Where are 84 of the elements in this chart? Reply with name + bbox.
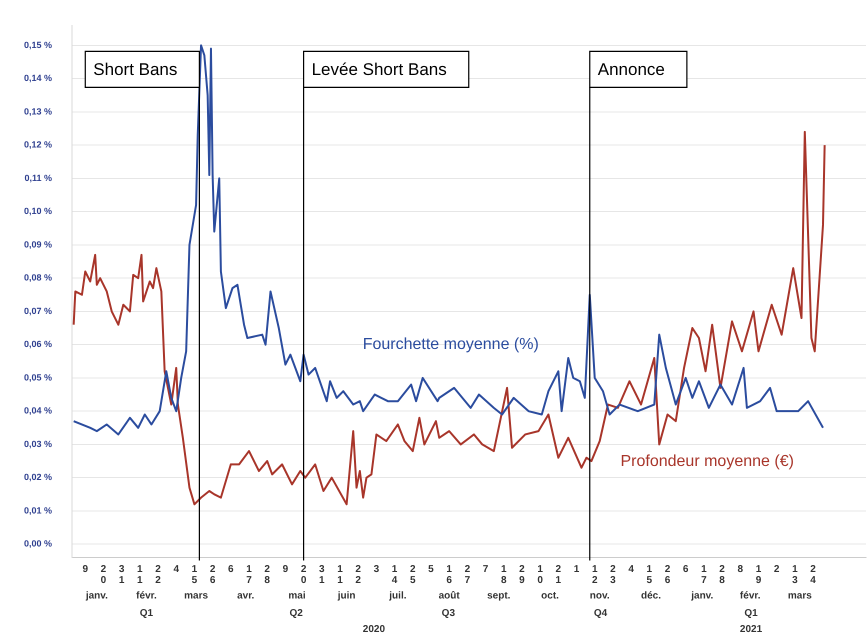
x-tick-label: 4 — [173, 564, 180, 575]
y-tick-label: 0,12 % — [24, 140, 52, 150]
y-tick-label: 0,14 % — [24, 73, 52, 84]
x2-tick-label: déc. — [640, 590, 662, 602]
ref-line-label: Short Bans — [93, 60, 178, 80]
y-tick-label: 0,01 % — [24, 505, 52, 516]
text: 2021 — [740, 624, 763, 635]
x-tick-label: 1 — [574, 564, 580, 575]
x-tick-label: 26 — [210, 564, 216, 586]
series-label: Profondeur moyenne (€) — [620, 453, 794, 470]
x-tick-label: 9 — [282, 564, 289, 575]
x2-tick-label: nov. — [590, 590, 610, 602]
x2-tick-label: juil. — [388, 590, 407, 602]
x-tick-label: 3 — [374, 564, 380, 575]
x-tick-label: 24 — [810, 564, 816, 586]
x-tick-label: 19 — [756, 564, 762, 586]
x-tick-label: 12 — [592, 564, 598, 586]
x-tick-label: 16 — [446, 564, 452, 586]
x2-tick-label: oct. — [541, 590, 560, 602]
y-tick-label: 0,07 % — [24, 306, 52, 316]
x-tick-label: 13 — [792, 564, 798, 586]
x2-tick-label: juin — [336, 590, 356, 602]
x2-tick-label: janv. — [690, 590, 714, 602]
x-tick-label: 14 — [392, 564, 398, 586]
y-tick-label: 0,06 % — [24, 339, 52, 350]
x2-tick-label: mars — [184, 590, 208, 602]
x2-tick-label: avr. — [237, 590, 255, 602]
x-tick-label: 11 — [137, 564, 144, 586]
y-tick-label: 0,00 % — [24, 538, 52, 549]
x-tick-label: 28 — [719, 564, 726, 586]
x-tick-label: 21 — [556, 564, 562, 586]
y-tick-label: 0,03 % — [24, 438, 52, 449]
y-tick-label: 0,04 % — [24, 406, 52, 416]
x-tick-label: 22 — [155, 564, 162, 586]
x-tick-label: 6 — [228, 564, 234, 575]
x-tick-label: 10 — [537, 564, 544, 586]
x2-tick-label: févr. — [136, 590, 157, 602]
x-tick-label: 22 — [355, 564, 362, 586]
x-tick-label: 23 — [610, 564, 616, 586]
x-tick-label: 31 — [319, 564, 326, 586]
x-tick-label: 8 — [738, 564, 744, 575]
x-tick-label: 2 — [774, 564, 780, 575]
x2-tick-label: janv. — [84, 590, 108, 602]
x2-tick-label: févr. — [740, 590, 761, 602]
x-tick-label: 6 — [682, 564, 689, 575]
text: 2020 — [362, 624, 386, 635]
x-tick-label: 11 — [337, 564, 344, 586]
x-tick-label: 7 — [482, 564, 489, 575]
text: Q4 — [594, 608, 608, 619]
y-tick-label: 0,08 % — [24, 272, 52, 283]
x-tick-label: 31 — [118, 564, 125, 586]
x-tick-label: 9 — [82, 564, 88, 575]
y-tick-label: 0,09 % — [24, 239, 52, 250]
x-tick-label: 27 — [464, 564, 471, 586]
ref-line-label: Annonce — [598, 60, 665, 80]
x-tick-label: 17 — [246, 564, 252, 586]
y-tick-label: 0,10 % — [24, 206, 52, 216]
x-tick-label: 20 — [300, 564, 307, 586]
x-tick-label: 26 — [664, 564, 671, 586]
x2-tick-label: mai — [288, 590, 306, 602]
series-label: Fourchette moyenne (%) — [362, 336, 539, 354]
ref-line-label: Levée Short Bans — [312, 60, 447, 80]
x2-tick-label: sept. — [487, 590, 511, 602]
x-tick-label: 17 — [701, 564, 708, 586]
y-tick-label: 0,05 % — [24, 372, 52, 382]
x2-tick-label: août — [438, 590, 460, 602]
x-tick-label: 29 — [519, 564, 526, 586]
x-tick-label: 25 — [410, 564, 416, 586]
text: Q1 — [744, 608, 758, 619]
text: Q3 — [442, 608, 456, 619]
x-tick-label: 4 — [628, 564, 634, 575]
x-tick-label: 28 — [264, 564, 270, 586]
x-tick-label: 5 — [428, 564, 434, 575]
text: Q2 — [289, 608, 304, 619]
x2-tick-label: mars — [788, 590, 812, 602]
x-tick-label: 15 — [646, 564, 653, 586]
y-tick-label: 0,15 % — [24, 40, 52, 50]
y-tick-label: 0,13 % — [24, 106, 52, 116]
x-tick-label: 18 — [500, 564, 507, 586]
x-tick-label: 20 — [100, 564, 107, 586]
x-tick-label: 15 — [192, 564, 198, 586]
y-tick-label: 0,02 % — [24, 472, 52, 482]
text: Q1 — [140, 608, 154, 619]
y-tick-label: 0,11 % — [24, 172, 52, 183]
